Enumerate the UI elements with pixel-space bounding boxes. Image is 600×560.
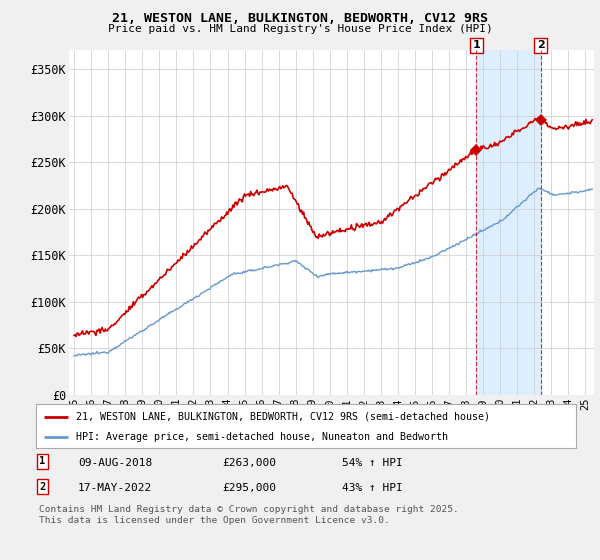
Text: 21, WESTON LANE, BULKINGTON, BEDWORTH, CV12 9RS: 21, WESTON LANE, BULKINGTON, BEDWORTH, C… (112, 12, 488, 25)
Text: £295,000: £295,000 (222, 483, 276, 493)
Text: 54% ↑ HPI: 54% ↑ HPI (342, 458, 403, 468)
Text: 2: 2 (39, 482, 45, 492)
Text: 43% ↑ HPI: 43% ↑ HPI (342, 483, 403, 493)
Text: £263,000: £263,000 (222, 458, 276, 468)
Text: HPI: Average price, semi-detached house, Nuneaton and Bedworth: HPI: Average price, semi-detached house,… (77, 432, 449, 442)
Text: 2: 2 (537, 40, 545, 50)
Text: 1: 1 (39, 456, 45, 466)
Text: 09-AUG-2018: 09-AUG-2018 (78, 458, 152, 468)
Text: 1: 1 (473, 40, 480, 50)
Text: Price paid vs. HM Land Registry's House Price Index (HPI): Price paid vs. HM Land Registry's House … (107, 24, 493, 34)
Bar (476, 50, 541, 395)
Text: Contains HM Land Registry data © Crown copyright and database right 2025.
This d: Contains HM Land Registry data © Crown c… (39, 505, 459, 525)
Text: 21, WESTON LANE, BULKINGTON, BEDWORTH, CV12 9RS (semi-detached house): 21, WESTON LANE, BULKINGTON, BEDWORTH, C… (77, 412, 491, 422)
Text: 17-MAY-2022: 17-MAY-2022 (78, 483, 152, 493)
